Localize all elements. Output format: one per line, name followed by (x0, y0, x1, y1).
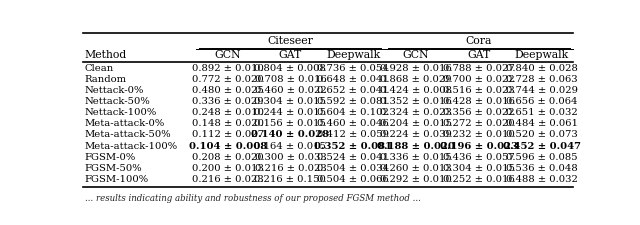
Text: 0.104 ± 0.008: 0.104 ± 0.008 (189, 142, 267, 151)
Text: 0.788 ± 0.027: 0.788 ± 0.027 (443, 63, 515, 72)
Text: 0.204 ± 0.015: 0.204 ± 0.015 (380, 119, 452, 128)
Text: 0.208 ± 0.020: 0.208 ± 0.020 (192, 153, 264, 162)
Text: GCN: GCN (403, 50, 429, 61)
Text: 0.232 ± 0.010: 0.232 ± 0.010 (443, 130, 515, 140)
Text: 0.148 ± 0.020: 0.148 ± 0.020 (191, 119, 264, 128)
Text: 0.336 ± 0.015: 0.336 ± 0.015 (380, 153, 452, 162)
Text: 0.736 ± 0.054: 0.736 ± 0.054 (317, 63, 389, 72)
Text: Nettack-0%: Nettack-0% (84, 86, 144, 95)
Text: 0.452 ± 0.047: 0.452 ± 0.047 (502, 142, 580, 151)
Text: 0.604 ± 0.102: 0.604 ± 0.102 (317, 108, 389, 117)
Text: Meta-attack-0%: Meta-attack-0% (84, 119, 165, 128)
Text: Deepwalk: Deepwalk (515, 50, 568, 61)
Text: Random: Random (84, 75, 127, 84)
Text: 0.200 ± 0.013: 0.200 ± 0.013 (192, 164, 264, 173)
Text: 0.248 ± 0.010: 0.248 ± 0.010 (191, 108, 264, 117)
Text: 0.304 ± 0.015: 0.304 ± 0.015 (255, 97, 326, 106)
Text: 0.436 ± 0.057: 0.436 ± 0.057 (443, 153, 515, 162)
Text: Method: Method (84, 50, 127, 61)
Text: 0.504 ± 0.066: 0.504 ± 0.066 (317, 175, 389, 184)
Text: 0.488 ± 0.032: 0.488 ± 0.032 (506, 175, 577, 184)
Text: 0.156 ± 0.015: 0.156 ± 0.015 (255, 119, 326, 128)
Text: Meta-attack-50%: Meta-attack-50% (84, 130, 172, 140)
Text: 0.536 ± 0.048: 0.536 ± 0.048 (506, 164, 577, 173)
Text: 0.804 ± 0.008: 0.804 ± 0.008 (255, 63, 326, 72)
Text: 0.460 ± 0.022: 0.460 ± 0.022 (255, 86, 326, 95)
Text: 0.484 ± 0.061: 0.484 ± 0.061 (506, 119, 577, 128)
Text: 0.216 ± 0.023: 0.216 ± 0.023 (192, 175, 264, 184)
Text: 0.324 ± 0.023: 0.324 ± 0.023 (380, 108, 452, 117)
Text: Cora: Cora (465, 36, 492, 46)
Text: 0.928 ± 0.016: 0.928 ± 0.016 (380, 63, 452, 72)
Text: Nettack-50%: Nettack-50% (84, 97, 150, 106)
Text: 0.656 ± 0.064: 0.656 ± 0.064 (506, 97, 577, 106)
Text: FGSM-50%: FGSM-50% (84, 164, 142, 173)
Text: 0.772 ± 0.020: 0.772 ± 0.020 (192, 75, 264, 84)
Text: 0.424 ± 0.008: 0.424 ± 0.008 (380, 86, 452, 95)
Text: 0.352 ± 0.016: 0.352 ± 0.016 (380, 97, 452, 106)
Text: 0.352 ± 0.081: 0.352 ± 0.081 (314, 142, 392, 151)
Text: 0.356 ± 0.022: 0.356 ± 0.022 (443, 108, 515, 117)
Text: 0.868 ± 0.029: 0.868 ± 0.029 (380, 75, 452, 84)
Text: 0.260 ± 0.013: 0.260 ± 0.013 (380, 164, 452, 173)
Text: Deepwalk: Deepwalk (326, 50, 380, 61)
Text: 0.592 ± 0.081: 0.592 ± 0.081 (317, 97, 389, 106)
Text: 0.504 ± 0.034: 0.504 ± 0.034 (317, 164, 389, 173)
Text: 0.252 ± 0.016: 0.252 ± 0.016 (443, 175, 515, 184)
Text: GAT: GAT (467, 50, 490, 61)
Text: 0.840 ± 0.028: 0.840 ± 0.028 (506, 63, 577, 72)
Text: 0.112 ± 0.027: 0.112 ± 0.027 (191, 130, 264, 140)
Text: 0.700 ± 0.022: 0.700 ± 0.022 (443, 75, 515, 84)
Text: 0.244 ± 0.015: 0.244 ± 0.015 (254, 108, 326, 117)
Text: 0.216 ± 0.150: 0.216 ± 0.150 (255, 175, 326, 184)
Text: Meta-attack-100%: Meta-attack-100% (84, 142, 178, 151)
Text: 0.140 ± 0.028: 0.140 ± 0.028 (252, 130, 330, 140)
Text: 0.744 ± 0.029: 0.744 ± 0.029 (506, 86, 577, 95)
Text: GAT: GAT (279, 50, 302, 61)
Text: 0.224 ± 0.039: 0.224 ± 0.039 (380, 130, 452, 140)
Text: 0.460 ± 0.046: 0.460 ± 0.046 (317, 119, 389, 128)
Text: FGSM-100%: FGSM-100% (84, 175, 148, 184)
Text: GCN: GCN (214, 50, 241, 61)
Text: 0.524 ± 0.041: 0.524 ± 0.041 (317, 153, 389, 162)
Text: 0.892 ± 0.010: 0.892 ± 0.010 (192, 63, 264, 72)
Text: 0.708 ± 0.016: 0.708 ± 0.016 (255, 75, 326, 84)
Text: 0.164 ± 0.015: 0.164 ± 0.015 (255, 142, 326, 151)
Text: ... results indicating ability and robustness of our proposed FGSM method ...: ... results indicating ability and robus… (84, 194, 420, 203)
Text: 0.304 ± 0.015: 0.304 ± 0.015 (443, 164, 515, 173)
Text: 0.648 ± 0.041: 0.648 ± 0.041 (317, 75, 389, 84)
Text: 0.428 ± 0.016: 0.428 ± 0.016 (443, 97, 515, 106)
Text: 0.272 ± 0.020: 0.272 ± 0.020 (443, 119, 515, 128)
Text: 0.188 ± 0.020: 0.188 ± 0.020 (377, 142, 455, 151)
Text: 0.651 ± 0.032: 0.651 ± 0.032 (506, 108, 577, 117)
Text: 0.728 ± 0.063: 0.728 ± 0.063 (506, 75, 577, 84)
Text: 0.652 ± 0.041: 0.652 ± 0.041 (317, 86, 389, 95)
Text: 0.480 ± 0.025: 0.480 ± 0.025 (192, 86, 264, 95)
Text: 0.292 ± 0.010: 0.292 ± 0.010 (380, 175, 452, 184)
Text: 0.336 ± 0.029: 0.336 ± 0.029 (192, 97, 264, 106)
Text: Nettack-100%: Nettack-100% (84, 108, 157, 117)
Text: Citeseer: Citeseer (268, 36, 314, 46)
Text: 0.516 ± 0.023: 0.516 ± 0.023 (443, 86, 515, 95)
Text: Clean: Clean (84, 63, 114, 72)
Text: 0.520 ± 0.073: 0.520 ± 0.073 (506, 130, 577, 140)
Text: 0.216 ± 0.023: 0.216 ± 0.023 (255, 164, 326, 173)
Text: 0.196 ± 0.023: 0.196 ± 0.023 (440, 142, 518, 151)
Text: 0.596 ± 0.085: 0.596 ± 0.085 (506, 153, 577, 162)
Text: 0.412 ± 0.059: 0.412 ± 0.059 (317, 130, 389, 140)
Text: 0.300 ± 0.033: 0.300 ± 0.033 (255, 153, 326, 162)
Text: FGSM-0%: FGSM-0% (84, 153, 136, 162)
